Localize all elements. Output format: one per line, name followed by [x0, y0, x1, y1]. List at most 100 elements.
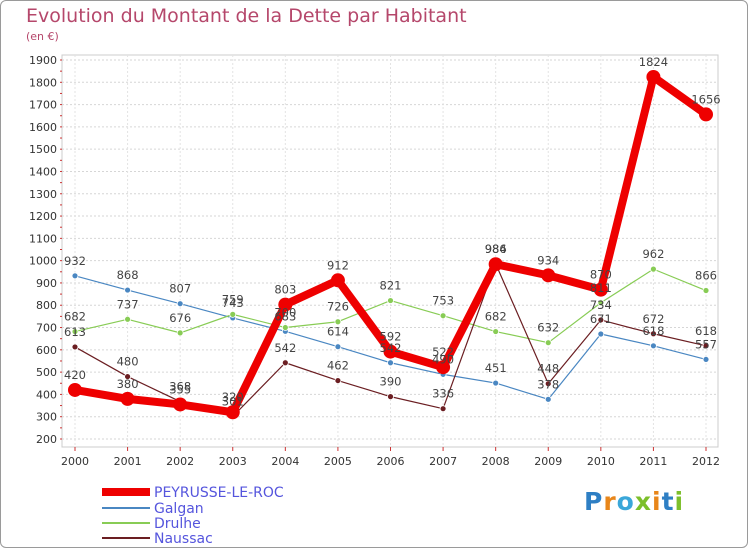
- data-label: 632: [537, 321, 559, 335]
- data-point-galgan: [492, 379, 500, 387]
- data-point-drulhe: [597, 299, 605, 307]
- data-point-galgan: [176, 300, 184, 308]
- x-tick-label: 2012: [692, 455, 720, 468]
- data-label: 380: [117, 377, 139, 391]
- data-point-peyrusse-le-roc: [225, 405, 240, 420]
- data-label: 522: [432, 345, 454, 359]
- data-point-peyrusse-le-roc: [646, 69, 661, 84]
- data-point-drulhe: [650, 265, 657, 273]
- data-point-drulhe: [281, 324, 289, 331]
- data-label: 753: [432, 294, 454, 308]
- y-tick-label: 500: [36, 366, 57, 379]
- legend-label: Galgan: [154, 501, 204, 517]
- data-label: 962: [642, 247, 664, 261]
- y-tick-label: 1500: [29, 143, 57, 156]
- data-label: 448: [537, 362, 559, 376]
- y-tick-label: 300: [36, 411, 57, 424]
- y-tick-label: 1600: [29, 121, 57, 134]
- data-label: 986: [485, 242, 507, 256]
- data-point-galgan: [124, 286, 131, 294]
- y-tick-label: 400: [36, 388, 57, 401]
- y-tick-label: 600: [36, 344, 57, 357]
- data-label: 320: [222, 390, 244, 404]
- data-point-drulhe: [439, 312, 447, 320]
- data-label: 368: [169, 380, 191, 394]
- data-point-naussac: [702, 342, 710, 350]
- y-tick-label: 1100: [29, 232, 57, 245]
- data-point-naussac: [124, 373, 131, 380]
- chart-title: Evolution du Montant de la Dette par Hab…: [26, 5, 467, 27]
- y-tick-label: 1400: [29, 165, 57, 178]
- data-label: 682: [64, 310, 86, 324]
- data-point-peyrusse-le-roc: [699, 107, 713, 122]
- y-tick-label: 1000: [29, 255, 57, 268]
- data-point-drulhe: [334, 318, 342, 326]
- data-point-drulhe: [544, 339, 552, 347]
- data-label: 932: [64, 254, 86, 268]
- legend-label: Naussac: [154, 531, 213, 547]
- data-point-naussac: [334, 377, 342, 384]
- data-label: 682: [485, 310, 507, 324]
- data-label: 868: [117, 268, 139, 282]
- legend-label: Drulhe: [154, 516, 201, 532]
- x-tick-label: 2000: [61, 455, 89, 468]
- data-point-galgan: [597, 330, 605, 338]
- data-point-galgan: [71, 272, 79, 280]
- y-tick-label: 1900: [29, 54, 57, 67]
- data-point-peyrusse-le-roc: [330, 273, 345, 288]
- data-point-drulhe: [387, 297, 394, 304]
- data-label: 557: [695, 337, 717, 351]
- data-label: 618: [642, 324, 664, 338]
- data-point-peyrusse-le-roc: [593, 282, 608, 297]
- data-label: 803: [274, 283, 296, 297]
- data-point-peyrusse-le-roc: [541, 268, 556, 283]
- data-point-peyrusse-le-roc: [488, 257, 503, 272]
- data-point-drulhe: [492, 328, 500, 335]
- data-point-galgan: [702, 356, 710, 363]
- data-point-naussac: [439, 405, 447, 413]
- data-label: 700: [274, 306, 296, 320]
- data-label: 378: [537, 377, 559, 391]
- x-tick-label: 2007: [429, 455, 457, 468]
- data-point-drulhe: [71, 328, 79, 335]
- data-label: 912: [327, 258, 349, 272]
- data-label: 934: [537, 253, 559, 267]
- data-point-peyrusse-le-roc: [436, 360, 451, 375]
- logo-letter: i: [652, 487, 662, 516]
- x-tick-label: 2008: [482, 455, 510, 468]
- logo-letter: i: [674, 487, 685, 516]
- data-label: 542: [380, 341, 402, 355]
- logo-letter: t: [661, 487, 675, 516]
- x-tick-label: 2003: [219, 455, 247, 468]
- x-tick-label: 2010: [587, 455, 615, 468]
- y-tick-label: 1700: [29, 99, 57, 112]
- data-label: 592: [380, 330, 402, 344]
- data-label: 613: [64, 325, 86, 339]
- data-label: 462: [327, 359, 349, 373]
- data-point-drulhe: [176, 329, 184, 337]
- logo-letter: P: [584, 487, 604, 516]
- data-point-peyrusse-le-roc: [120, 391, 135, 406]
- logo-letter: o: [616, 487, 635, 516]
- data-label: 1656: [691, 92, 720, 106]
- y-tick-label: 700: [36, 322, 57, 335]
- data-point-galgan: [650, 342, 657, 350]
- logo-letter: r: [603, 487, 617, 516]
- data-point-naussac: [650, 330, 657, 338]
- legend-label: PEYRUSSE-LE-ROC: [154, 485, 284, 501]
- y-tick-label: 1200: [29, 210, 57, 223]
- data-label: 743: [222, 296, 244, 310]
- x-tick-label: 2009: [534, 455, 562, 468]
- x-tick-label: 2006: [377, 455, 405, 468]
- data-label: 480: [117, 355, 139, 369]
- y-tick-label: 1300: [29, 188, 57, 201]
- y-tick-label: 900: [36, 277, 57, 290]
- data-point-naussac: [71, 343, 79, 351]
- data-point-peyrusse-le-roc: [383, 344, 398, 359]
- data-point-naussac: [387, 393, 394, 401]
- data-label: 683: [274, 309, 296, 323]
- data-label: 984: [485, 242, 507, 256]
- data-label: 420: [64, 368, 86, 382]
- data-point-peyrusse-le-roc: [68, 382, 82, 397]
- data-label: 1824: [639, 55, 668, 69]
